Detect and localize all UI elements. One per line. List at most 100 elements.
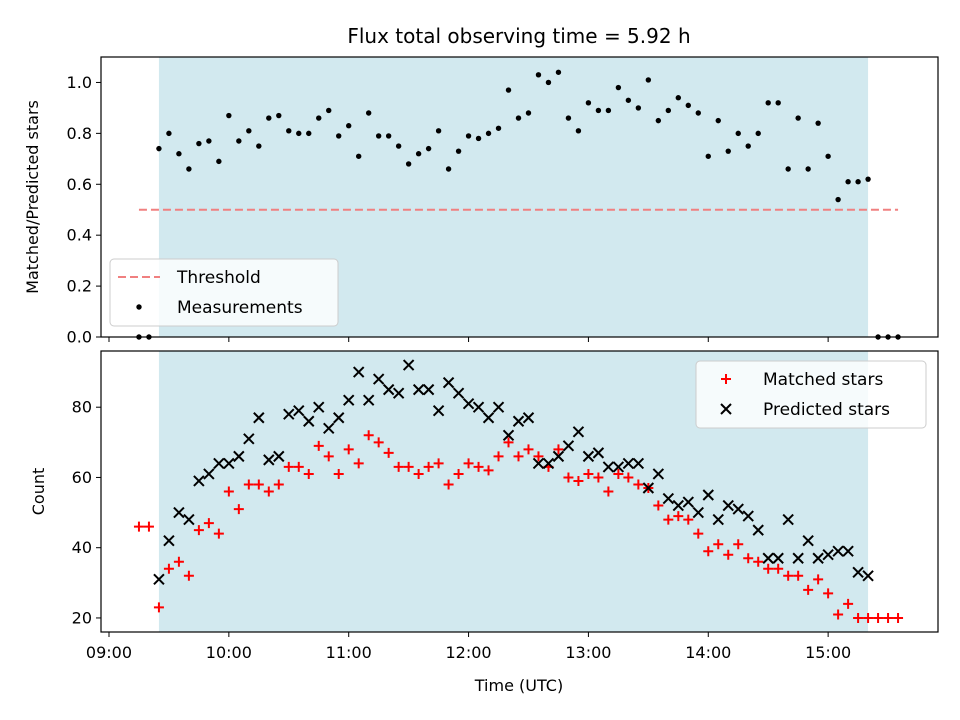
predicted-star-point <box>402 359 415 371</box>
measurement-point <box>665 107 672 114</box>
predicted-star-point <box>732 503 744 515</box>
top-y-tick-label: 0.0 <box>67 328 92 347</box>
predicted-star-point <box>233 450 245 463</box>
bottom-y-tick-label: 40 <box>72 538 92 557</box>
matched-star-point <box>563 472 574 483</box>
top-y-axis-label: Matched/Predicted stars <box>23 100 42 294</box>
measurement-point <box>865 176 871 182</box>
predicted-star-point <box>752 524 764 536</box>
measurement-point <box>475 135 482 142</box>
predicted-star-point <box>672 499 685 512</box>
matched-stars-legend-label: Matched stars <box>763 370 883 390</box>
predicted-star-point <box>153 573 165 586</box>
measurement-point <box>795 115 801 121</box>
matched-star-point <box>773 563 784 574</box>
matched-star-point <box>603 486 614 497</box>
predicted-star-point <box>382 383 395 396</box>
measurement-point <box>385 133 392 139</box>
measurement-point <box>755 130 761 137</box>
matched-star-point <box>613 468 624 479</box>
predicted-star-point <box>203 468 215 480</box>
measurements-legend-label: Measurements <box>177 298 303 318</box>
predicted-stars-legend-label: Predicted stars <box>763 400 890 420</box>
matched-star-point <box>893 612 904 623</box>
predicted-star-point <box>812 552 824 564</box>
matched-star-point <box>453 468 464 479</box>
matched-star-point <box>473 461 484 472</box>
measurement-point <box>435 128 442 134</box>
matched-star-point <box>423 461 434 472</box>
predicted-star-point <box>223 457 235 470</box>
predicted-star-point <box>832 545 844 557</box>
matched-star-point <box>823 588 834 599</box>
top-y-tick-label: 0.4 <box>67 226 92 245</box>
matched-star-point <box>153 602 164 613</box>
x-tick-label: 09:00 <box>86 643 132 662</box>
top-measurement-points <box>136 69 901 340</box>
predicted-star-point <box>173 506 185 519</box>
predicted-star-point <box>522 412 535 424</box>
bottom-axes-frame <box>100 350 939 633</box>
matched-star-point <box>623 472 634 483</box>
matched-star-point <box>243 479 254 490</box>
matched-star-point <box>193 525 204 536</box>
predicted-star-point <box>303 415 315 427</box>
matched-star-point <box>843 598 854 609</box>
measurement-point <box>735 130 741 137</box>
top-legend-box <box>109 258 339 327</box>
matched-star-point <box>483 465 494 476</box>
measurement-point <box>336 133 342 139</box>
predicted-star-point <box>532 457 545 470</box>
measurement-point <box>266 115 272 121</box>
measurement-point <box>695 110 701 116</box>
measurement-point <box>705 153 711 159</box>
measurement-point <box>226 112 232 119</box>
matched-star-point <box>753 556 764 567</box>
matched-star-point <box>653 500 664 511</box>
bottom-legend-box <box>695 360 927 429</box>
predicted-star-point <box>712 513 724 526</box>
measurement-point <box>445 166 452 172</box>
top-y-tick-label: 0.6 <box>67 175 92 194</box>
predicted-star-point <box>293 405 305 417</box>
measurement-point <box>835 196 841 203</box>
predicted-star-point <box>572 426 585 438</box>
matched-star-point <box>853 612 864 623</box>
matched-star-point <box>403 461 414 472</box>
measurement-point <box>276 112 282 119</box>
predicted-star-point <box>642 482 655 494</box>
matched-star-point <box>523 444 534 455</box>
predicted-star-point <box>742 510 754 522</box>
measurement-point <box>825 153 831 159</box>
measurement-point <box>525 110 532 116</box>
bottom-y-tick-label: 60 <box>72 468 92 487</box>
measurement-point <box>455 148 462 154</box>
predicted-star-point <box>352 366 365 378</box>
matched-star-point <box>343 444 354 455</box>
top-y-tick-label: 0.8 <box>67 124 92 143</box>
predicted-star-point <box>482 412 495 424</box>
matched-star-point <box>873 612 884 623</box>
predicted-star-point <box>372 373 385 385</box>
matched-star-point <box>323 451 334 462</box>
top-legend: Threshold Measurements <box>109 258 339 327</box>
matched-star-point <box>203 518 214 529</box>
top-y-tick-label: 0.2 <box>67 277 92 296</box>
measurement-point <box>296 130 302 137</box>
top-y-axis: 0.0 0.2 0.4 0.6 0.8 1.0 <box>67 73 101 347</box>
measurement-point <box>186 166 192 172</box>
predicted-star-point <box>602 461 615 473</box>
predicted-star-point <box>592 447 605 459</box>
measurement-point <box>605 107 612 114</box>
matched-star-point <box>253 479 264 490</box>
measurement-point <box>485 130 492 137</box>
predicted-star-point <box>512 415 525 427</box>
measurement-point <box>625 97 632 103</box>
matched-star-point <box>293 461 304 472</box>
matched-star-point <box>743 553 754 564</box>
predicted-star-point <box>862 570 874 582</box>
matched-stars-legend-marker <box>721 374 731 384</box>
predicted-star-point <box>323 422 335 434</box>
matched-star-point <box>303 468 314 479</box>
